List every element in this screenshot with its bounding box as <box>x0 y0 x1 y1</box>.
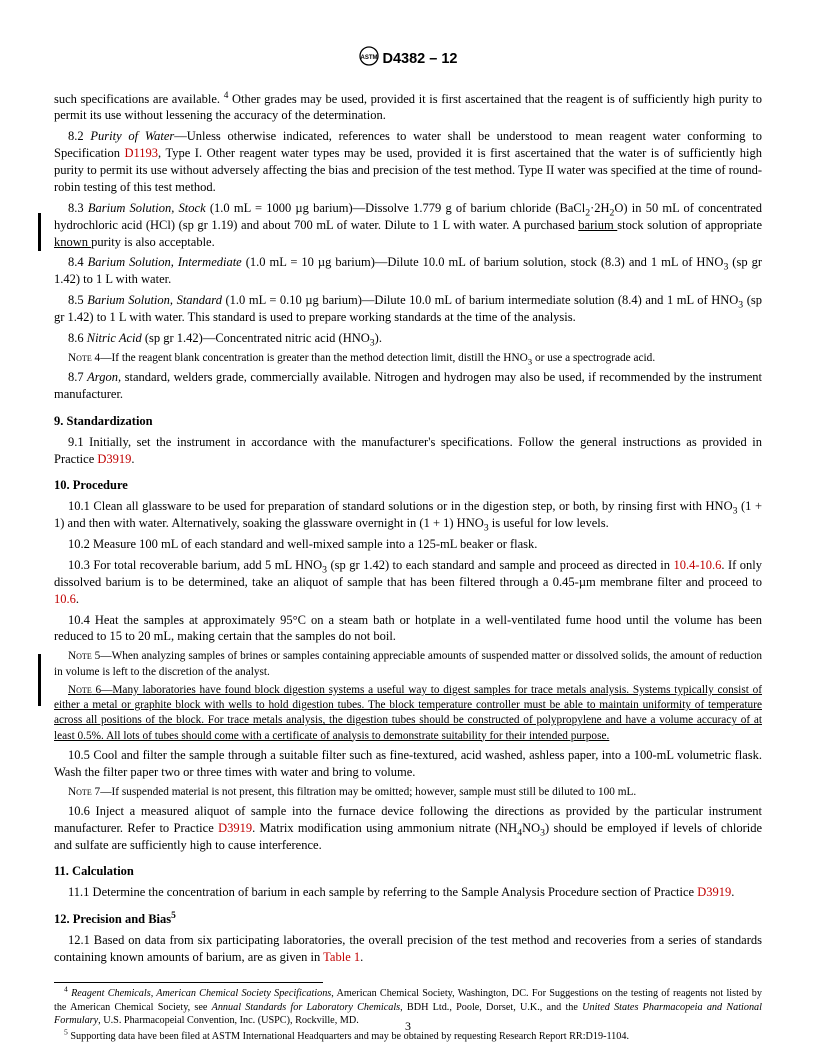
heading-9: 9. Standardization <box>54 413 762 430</box>
heading-11: 11. Calculation <box>54 863 762 880</box>
link-10-6[interactable]: 10.6 <box>54 592 76 606</box>
change-bar-1 <box>38 213 41 251</box>
page: ASTM D4382 – 12 such specifications are … <box>0 0 816 1056</box>
link-d3919-3[interactable]: D3919 <box>697 885 731 899</box>
link-d3919-1[interactable]: D3919 <box>97 452 131 466</box>
para-10-5: 10.5 Cool and filter the sample through … <box>54 747 762 781</box>
para-9-1: 9.1 Initially, set the instrument in acc… <box>54 434 762 468</box>
para-8-1-cont: such specifications are available. 4 Oth… <box>54 91 762 125</box>
heading-12: 12. Precision and Bias5 <box>54 911 762 928</box>
para-8-7: 8.7 Argon, standard, welders grade, comm… <box>54 369 762 403</box>
link-d3919-2[interactable]: D3919 <box>218 821 252 835</box>
para-10-6: 10.6 Inject a measured aliquot of sample… <box>54 803 762 854</box>
para-12-1: 12.1 Based on data from six participatin… <box>54 932 762 966</box>
para-8-2: 8.2 Purity of Water—Unless otherwise ind… <box>54 128 762 196</box>
doc-header: ASTM D4382 – 12 <box>54 46 762 73</box>
note-6: Note 6—Many laboratories have found bloc… <box>54 683 762 744</box>
link-table-1[interactable]: Table 1 <box>323 950 360 964</box>
para-10-1: 10.1 Clean all glassware to be used for … <box>54 498 762 532</box>
link-d1193[interactable]: D1193 <box>124 146 158 160</box>
para-8-6: 8.6 Nitric Acid (sp gr 1.42)—Concentrate… <box>54 330 762 347</box>
footnote-ref-5: 5 <box>171 911 176 921</box>
footnotes: 4 Reagent Chemicals, American Chemical S… <box>54 987 762 1044</box>
para-8-5: 8.5 Barium Solution, Standard (1.0 mL = … <box>54 292 762 326</box>
page-number: 3 <box>0 1018 816 1034</box>
para-8-4: 8.4 Barium Solution, Intermediate (1.0 m… <box>54 254 762 288</box>
change-bar-2 <box>38 654 41 706</box>
heading-10: 10. Procedure <box>54 477 762 494</box>
note-4: Note 4—If the reagent blank concentratio… <box>54 351 762 366</box>
para-10-2: 10.2 Measure 100 mL of each standard and… <box>54 536 762 553</box>
para-10-4: 10.4 Heat the samples at approximately 9… <box>54 612 762 646</box>
para-10-3: 10.3 For total recoverable barium, add 5… <box>54 557 762 608</box>
astm-logo: ASTM <box>359 46 379 73</box>
note-5: Note 5—When analyzing samples of brines … <box>54 649 762 680</box>
para-11-1: 11.1 Determine the concentration of bari… <box>54 884 762 901</box>
para-8-3: 8.3 Barium Solution, Stock (1.0 mL = 100… <box>54 200 762 251</box>
note-7: Note 7—If suspended material is not pres… <box>54 785 762 800</box>
svg-text:ASTM: ASTM <box>360 55 377 61</box>
designation: D4382 – 12 <box>383 51 458 67</box>
link-10-4-10-6[interactable]: 10.4-10.6 <box>673 558 721 572</box>
